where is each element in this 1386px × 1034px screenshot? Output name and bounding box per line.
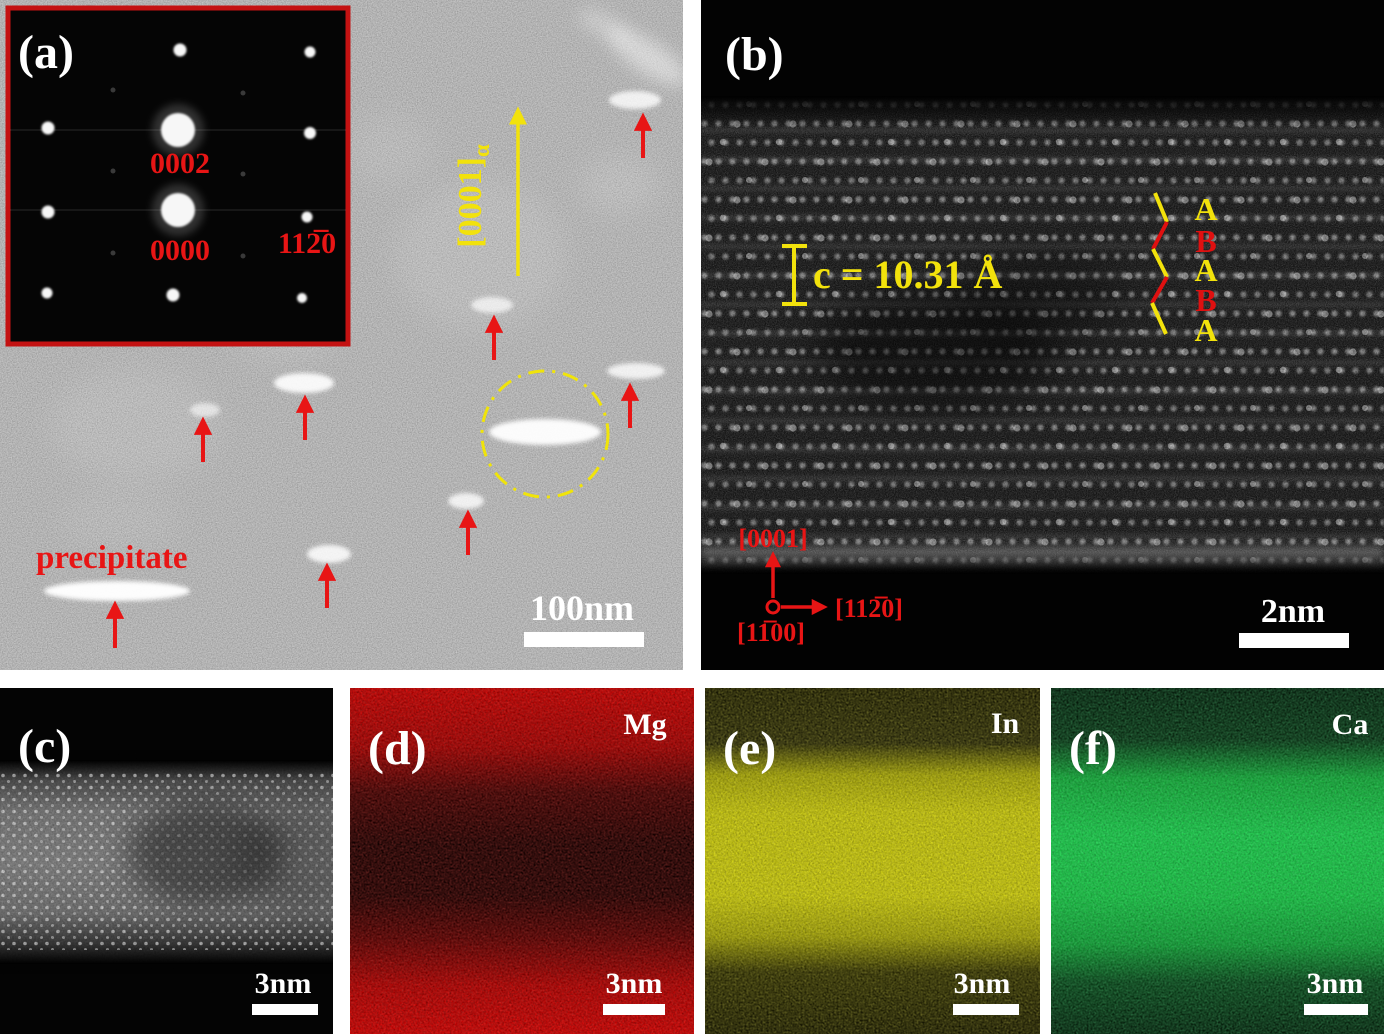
stacking-letter: B (1195, 282, 1216, 318)
c-spacing-bracket (782, 244, 807, 306)
c-spacing-label: c = 10.31 Å (813, 252, 1003, 297)
scale-text-3nm: 3nm (954, 967, 1011, 1000)
inset-spot-label-0002: 0002 (150, 147, 210, 180)
panel-c-label: (c) (18, 720, 71, 773)
element-label-in: In (991, 707, 1020, 740)
spot-1120 (304, 127, 316, 139)
stacking-zigzag (1150, 192, 1169, 335)
scale-text-3nm: 3nm (1307, 967, 1364, 1000)
crystal-axes: [0001] [112̅0] [11̅00] (737, 524, 903, 647)
axis-origin-circle (765, 599, 781, 615)
panel-b-haadf-lattice: (b) c = 10.31 Å A B A B A [0001] (701, 0, 1384, 670)
growth-direction-label: [0001]α (452, 144, 494, 248)
scale-bar-100nm (524, 632, 644, 647)
scale-text-3nm: 3nm (606, 967, 663, 1000)
spot-0002 (161, 113, 195, 147)
panel-a-label: (a) (18, 26, 74, 79)
stacking-sequence-labels: A B A B A (1194, 191, 1217, 348)
dashed-highlight-circle (480, 369, 610, 499)
saed-diffraction-inset: 0002 0000 112̅0 (a) (5, 5, 351, 347)
axis-label-1100: [11̅00] (737, 618, 805, 647)
growth-direction-subscript: α (469, 144, 494, 157)
stacking-letter: B (1195, 223, 1216, 259)
scale-text-3nm: 3nm (255, 967, 312, 1000)
inset-spot-label-0000: 0000 (150, 234, 210, 267)
atomic-lattice (701, 96, 1384, 574)
scale-bar-3nm (252, 1004, 318, 1015)
panel-b-label: (b) (725, 28, 784, 81)
scale-text-100nm: 100nm (530, 588, 634, 628)
lattice-band (0, 760, 333, 964)
panel-f-label: (f) (1069, 722, 1117, 775)
stacking-letter: A (1194, 252, 1217, 288)
inset-red-border (5, 5, 351, 347)
axis-label-0001: [0001] (738, 524, 807, 553)
growth-direction-base: [0001] (452, 157, 489, 248)
panel-a-tem-micrograph: 0002 0000 112̅0 (a) [0001]α (0, 0, 683, 670)
scale-bar-3nm (1304, 1004, 1368, 1015)
scale-bar-3nm (953, 1004, 1019, 1015)
stacking-letter: A (1194, 312, 1217, 348)
element-label-ca: Ca (1332, 708, 1369, 741)
axis-label-1120: [112̅0] (835, 594, 903, 623)
precipitate-arrows (105, 112, 653, 648)
scale-text-2nm: 2nm (1261, 593, 1325, 630)
diffraction-spots (41, 43, 316, 303)
scale-bar-3nm (603, 1004, 665, 1015)
inset-spot-label-1120: 112̅0 (278, 227, 336, 260)
precipitate-particles (44, 91, 665, 601)
panel-d-eds-map-mg: (d) Mg 3nm (350, 688, 694, 1034)
panel-e-label: (e) (723, 722, 776, 775)
stacking-letter: A (1194, 191, 1217, 227)
scale-bar-2nm (1239, 633, 1349, 648)
circled-precipitate (489, 419, 601, 445)
panel-c-stem-image: (c) 3nm (0, 688, 333, 1034)
precipitate-text-label: precipitate (36, 540, 188, 576)
spot-0000 (161, 193, 195, 227)
panel-f-eds-map-ca: (f) Ca 3nm (1051, 688, 1384, 1034)
element-label-mg: Mg (623, 708, 666, 741)
diffuse-contrast-blobs (50, 9, 683, 550)
panel-e-eds-map-in: (e) In 3nm (705, 688, 1040, 1034)
panel-d-label: (d) (368, 722, 427, 775)
